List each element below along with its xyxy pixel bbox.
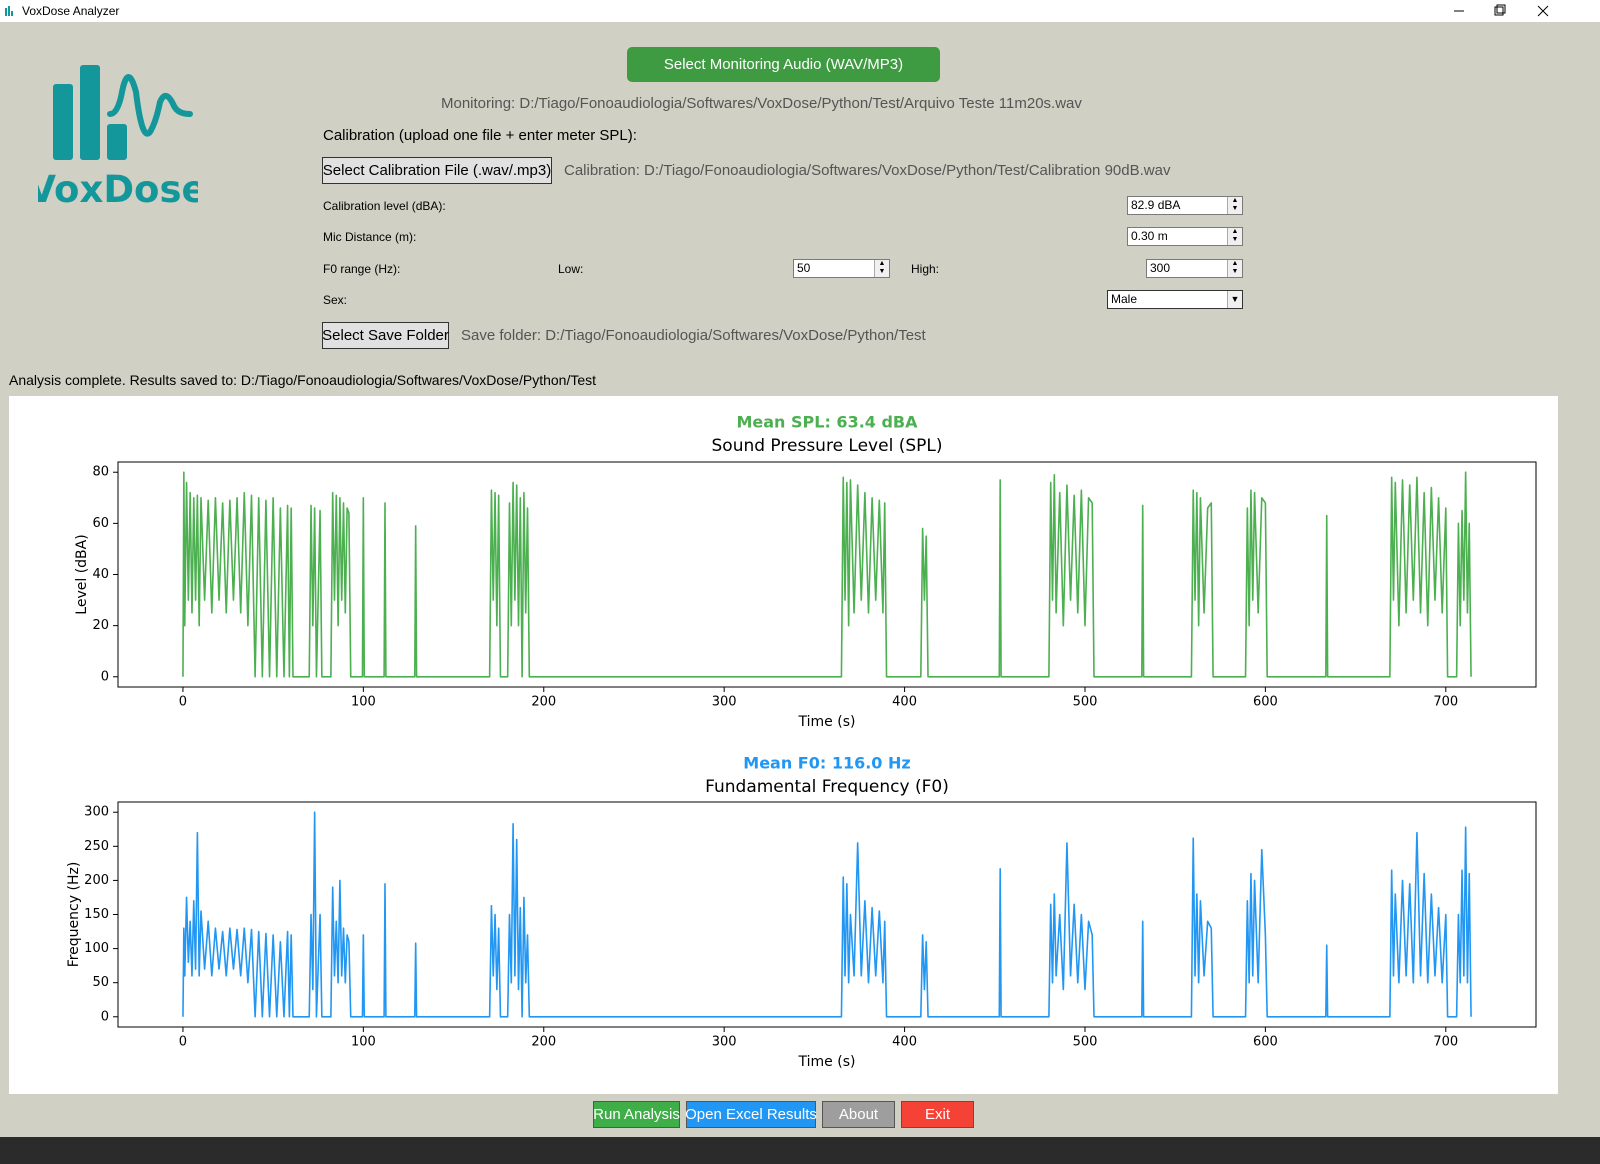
- app-icon: [5, 6, 13, 16]
- select-save-folder-button[interactable]: Select Save Folder: [322, 322, 449, 349]
- exit-button[interactable]: Exit: [901, 1101, 974, 1128]
- logo-text: VoxDose: [38, 168, 198, 211]
- spin-arrows[interactable]: ▲ ▼: [1227, 260, 1242, 277]
- plot-frame: [117, 801, 1537, 1028]
- x-tick-label: 200: [531, 1035, 556, 1050]
- y-tick-label: 0: [101, 1009, 109, 1024]
- y-tick-label: 0: [101, 669, 109, 684]
- chart-annotation: Mean SPL: 63.4 dBA: [736, 413, 918, 432]
- x-tick-label: 100: [351, 1035, 376, 1050]
- x-tick-label: 0: [179, 695, 187, 710]
- y-tick-label: 40: [92, 567, 109, 582]
- charts: Mean SPL: 63.4 dBA Sound Pressure Level (…: [66, 413, 1537, 1070]
- f0-high-input[interactable]: 300 ▲ ▼: [1146, 259, 1243, 278]
- x-tick-label: 100: [351, 695, 376, 710]
- window-title: VoxDose Analyzer: [22, 4, 120, 18]
- mic-distance-value: 0.30 m: [1131, 229, 1168, 243]
- x-tick-label: 300: [712, 695, 737, 710]
- sex-label: Sex:: [323, 293, 348, 307]
- f0-low-label: Low:: [558, 262, 584, 276]
- calibration-level-input[interactable]: 82.9 dBA ▲ ▼: [1127, 196, 1243, 215]
- sex-value: Male: [1111, 292, 1138, 306]
- x-tick-label: 400: [892, 695, 917, 710]
- x-tick-label: 600: [1253, 695, 1278, 710]
- x-tick-label: 500: [1073, 695, 1098, 710]
- f0-high-value: 300: [1150, 261, 1171, 275]
- chart-title: Fundamental Frequency (F0): [705, 777, 949, 797]
- save-folder-path: Save folder: D:/Tiago/Fonoaudiologia/Sof…: [461, 327, 926, 344]
- calibration-path: Calibration: D:/Tiago/Fonoaudiologia/Sof…: [564, 162, 1171, 179]
- mic-distance-label: Mic Distance (m):: [323, 230, 417, 244]
- y-tick-label: 250: [84, 839, 109, 854]
- y-tick-label: 50: [92, 975, 109, 990]
- y-axis-label: Frequency (Hz): [66, 862, 82, 968]
- calibration-level-value: 82.9 dBA: [1131, 198, 1181, 212]
- x-tick-label: 600: [1253, 1035, 1278, 1050]
- x-tick-label: 400: [892, 1035, 917, 1050]
- monitoring-path: Monitoring: D:/Tiago/Fonoaudiologia/Soft…: [441, 95, 1082, 112]
- chart-annotation: Mean F0: 116.0 Hz: [743, 754, 910, 773]
- y-tick-label: 60: [92, 516, 109, 531]
- calibration-level-label: Calibration level (dBA):: [323, 199, 446, 213]
- y-tick-label: 80: [92, 465, 109, 480]
- x-tick-label: 500: [1073, 1035, 1098, 1050]
- about-button[interactable]: About: [822, 1101, 895, 1128]
- select-monitoring-button[interactable]: Select Monitoring Audio (WAV/MP3): [627, 47, 940, 82]
- x-tick-label: 200: [531, 695, 556, 710]
- y-tick-label: 150: [84, 907, 109, 922]
- calibration-heading: Calibration (upload one file + enter met…: [323, 127, 637, 144]
- f0-low-input[interactable]: 50 ▲ ▼: [793, 259, 890, 278]
- dropdown-arrow[interactable]: ▼: [1227, 291, 1242, 308]
- taskbar: [0, 1137, 1600, 1164]
- mic-distance-input[interactable]: 0.30 m ▲ ▼: [1127, 227, 1243, 246]
- logo: VoxDose: [38, 65, 198, 211]
- data-line: [182, 471, 1472, 678]
- chart-title: Sound Pressure Level (SPL): [712, 436, 943, 456]
- title-bar: VoxDose Analyzer: [0, 0, 1600, 22]
- x-tick-label: 700: [1433, 695, 1458, 710]
- y-tick-label: 100: [84, 941, 109, 956]
- spin-arrows[interactable]: ▲ ▼: [1227, 197, 1242, 214]
- f0-low-value: 50: [797, 261, 811, 275]
- x-tick-label: 0: [179, 1035, 187, 1050]
- select-calibration-button[interactable]: Select Calibration File (.wav/.mp3): [322, 157, 552, 184]
- spin-arrows[interactable]: ▲ ▼: [1227, 228, 1242, 245]
- f0-range-label: F0 range (Hz):: [323, 262, 401, 276]
- status-message: Analysis complete. Results saved to: D:/…: [9, 372, 597, 388]
- y-tick-label: 20: [92, 618, 109, 633]
- x-tick-label: 300: [712, 1035, 737, 1050]
- x-tick-label: 700: [1433, 1035, 1458, 1050]
- window-controls[interactable]: [1440, 0, 1558, 22]
- sex-select[interactable]: Male ▼: [1107, 290, 1243, 309]
- spin-arrows[interactable]: ▲ ▼: [874, 260, 889, 277]
- y-axis-label: Level (dBA): [74, 534, 90, 614]
- y-tick-label: 300: [84, 805, 109, 820]
- open-excel-button[interactable]: Open Excel Results: [685, 1101, 817, 1128]
- data-line: [182, 811, 1472, 1018]
- run-analysis-button[interactable]: Run Analysis: [593, 1101, 680, 1128]
- x-axis-label: Time (s): [798, 714, 856, 730]
- plot-frame: [117, 461, 1537, 688]
- f0-high-label: High:: [911, 262, 940, 276]
- x-axis-label: Time (s): [798, 1054, 856, 1070]
- chart-panel: Mean SPL: 63.4 dBA Sound Pressure Level (…: [9, 396, 1558, 1094]
- y-tick-label: 200: [84, 873, 109, 888]
